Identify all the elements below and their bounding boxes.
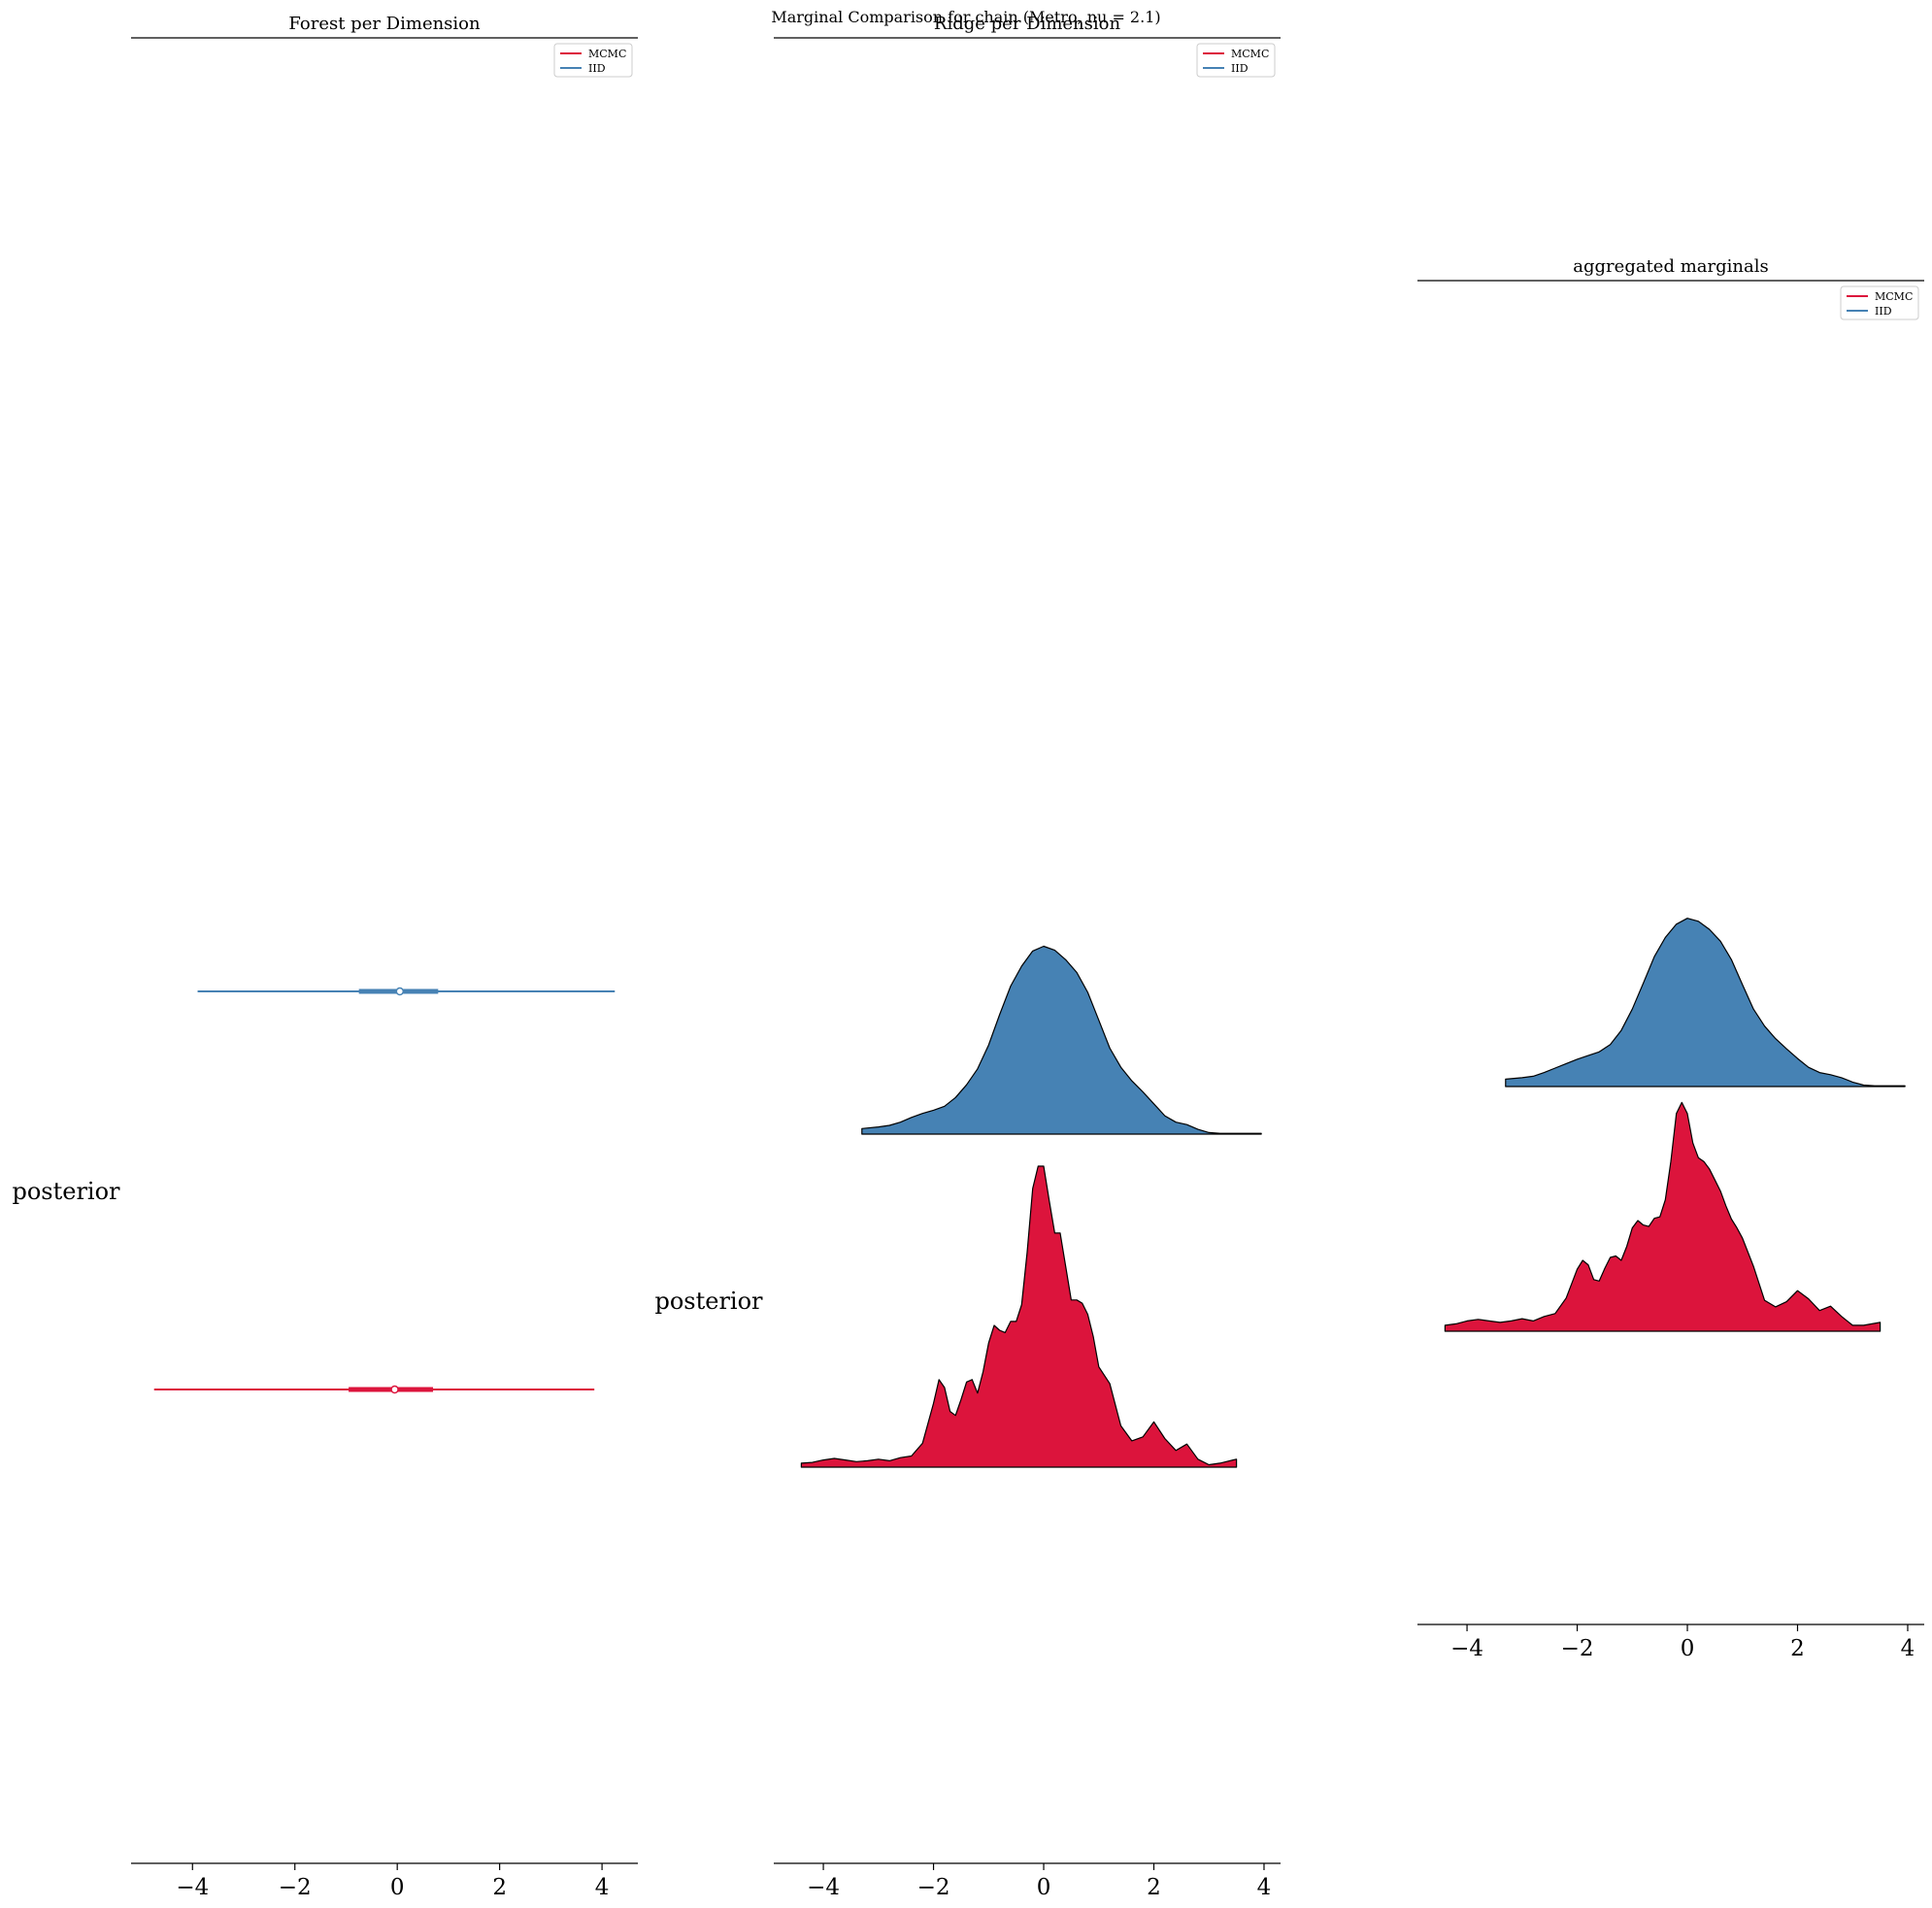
- forest-x-tick-label: 4: [595, 1875, 610, 1900]
- ridge-panel: −4 −2 0 2 4 Ridge per Dimension posterior MCMC I…: [654, 14, 1281, 1900]
- aggregated-x-tick-label: 0: [1681, 1636, 1695, 1661]
- ridge-title: Ridge per Dimension: [934, 14, 1121, 34]
- aggregated-legend-label: IID: [1875, 305, 1892, 318]
- ridge-y-axis-label: posterior: [654, 1288, 763, 1315]
- forest-median-iid: [395, 987, 405, 996]
- ridge-x-tick-label: 4: [1257, 1875, 1272, 1900]
- forest-y-axis-label: posterior: [12, 1178, 120, 1205]
- forest-x-tick-label: −4: [176, 1875, 209, 1900]
- forest-x-tick-label: 0: [390, 1875, 405, 1900]
- ridge-x-tick-label: 0: [1037, 1875, 1051, 1900]
- ridge-legend-label: MCMC: [1231, 48, 1269, 60]
- aggregated-panel: −4 −2 0 2 4 aggregated marginals MCMC IID: [1417, 256, 1924, 1661]
- forest-legend-label: MCMC: [588, 48, 626, 60]
- forest-median-mcmc: [390, 1385, 399, 1394]
- ridge-density-iid: [861, 945, 1262, 1135]
- aggregated-legend-label: MCMC: [1875, 290, 1913, 303]
- ridge-x-tick-label: 2: [1147, 1875, 1161, 1900]
- aggregated-x-tick-label: −4: [1450, 1636, 1483, 1661]
- ridge-density-mcmc: [800, 1165, 1238, 1468]
- aggregated-density-mcmc: [1444, 1101, 1882, 1332]
- ridge-x-tick-label: −2: [917, 1875, 950, 1900]
- aggregated-x-tick-label: 2: [1790, 1636, 1805, 1661]
- aggregated-title: aggregated marginals: [1573, 256, 1768, 277]
- aggregated-density-iid: [1505, 918, 1906, 1088]
- ridge-legend-label: IID: [1231, 62, 1249, 75]
- aggregated-x-tick-label: 4: [1901, 1636, 1915, 1661]
- forest-panel: −4 −2 0 2 4 Forest per Dimension posterior MCMC…: [12, 14, 638, 1900]
- forest-x-tick-label: −2: [279, 1875, 312, 1900]
- forest-title: Forest per Dimension: [288, 14, 481, 34]
- ridge-x-tick-label: −4: [807, 1875, 840, 1900]
- forest-legend-label: IID: [588, 62, 606, 75]
- forest-x-tick-label: 2: [492, 1875, 507, 1900]
- aggregated-x-tick-label: −2: [1561, 1636, 1594, 1661]
- figure-suptitle: Marginal Comparison for chain (Metro, nu…: [771, 8, 1160, 26]
